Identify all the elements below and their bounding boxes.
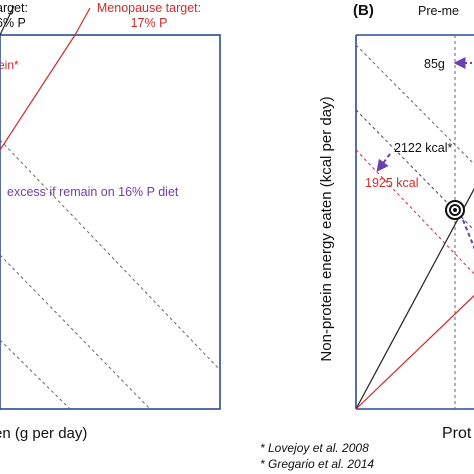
panel-b-arrow-energy <box>376 153 391 172</box>
panel-a-x-axis-label: en (g per day) <box>0 425 87 442</box>
panel-a-target-label-line2: 6% P <box>0 16 26 30</box>
footnote-reference-2: * Gregario et al. 2014 <box>260 457 374 471</box>
footnotes: * Lovejoy et al. 2008 * Gregario et al. … <box>260 441 374 471</box>
panel-a-target-label-line1: arget: <box>0 1 28 15</box>
panel-b-protein-rail-red <box>355 294 474 410</box>
panel-b-target-bullseye <box>445 200 465 220</box>
panel-a-dashed-line-3 <box>0 339 71 410</box>
panel-a-menopause-title: Menopause target: <box>97 1 201 15</box>
panel-b-letter: (B) <box>353 2 374 19</box>
panel-b-dashed-line-1 <box>355 44 474 165</box>
panel-a-protein-target-line <box>0 5 15 36</box>
panel-b-energy-reference: 2122 kcal* <box>394 141 453 155</box>
panel-b-protein-amount: 85g <box>424 57 445 71</box>
panel-b-phase-label: Pre-me <box>418 4 459 18</box>
panel-a-menopause-target-line <box>0 34 76 151</box>
panel-a-menopause-target-leader <box>74 7 91 36</box>
panel-a-frame <box>0 34 221 410</box>
panel-b-energy-alt: 1925 kcal <box>365 176 419 190</box>
panel-b-arrow-down <box>462 219 474 250</box>
panel-a-dashed-line-2 <box>0 254 151 410</box>
panel-b: (B) Pre-me <box>318 2 474 442</box>
panel-a-protein-reference: ein* <box>0 58 19 72</box>
panel-b-x-axis-label: Prot <box>442 425 472 442</box>
panel-a: arget: 6% P Menopause target: 17% P ein*… <box>0 1 221 442</box>
panel-b-y-axis-label: Non-protein energy eaten (kcal per day) <box>318 96 335 361</box>
panel-a-dashed-line-1 <box>0 139 221 371</box>
footnote-reference-1: * Lovejoy et al. 2008 <box>260 441 369 455</box>
panel-a-menopause-value: 17% P <box>131 16 168 30</box>
panel-a-excess-note: excess if remain on 16% P diet <box>7 185 179 199</box>
